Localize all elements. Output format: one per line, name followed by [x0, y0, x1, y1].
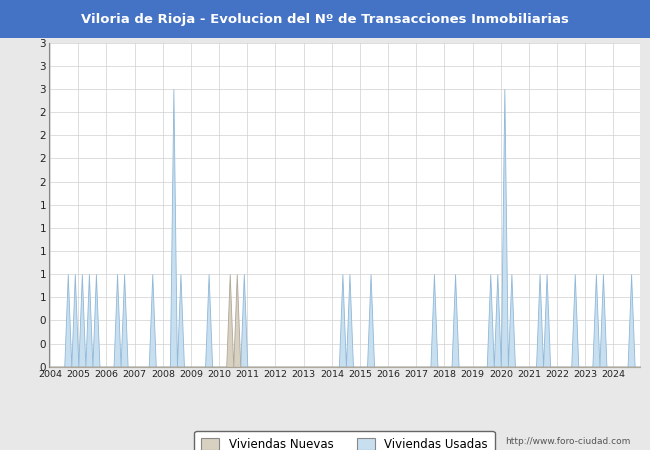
- Text: http://www.foro-ciudad.com: http://www.foro-ciudad.com: [505, 436, 630, 446]
- Legend: Viviendas Nuevas, Viviendas Usadas: Viviendas Nuevas, Viviendas Usadas: [194, 431, 495, 450]
- Text: Viloria de Rioja - Evolucion del Nº de Transacciones Inmobiliarias: Viloria de Rioja - Evolucion del Nº de T…: [81, 13, 569, 26]
